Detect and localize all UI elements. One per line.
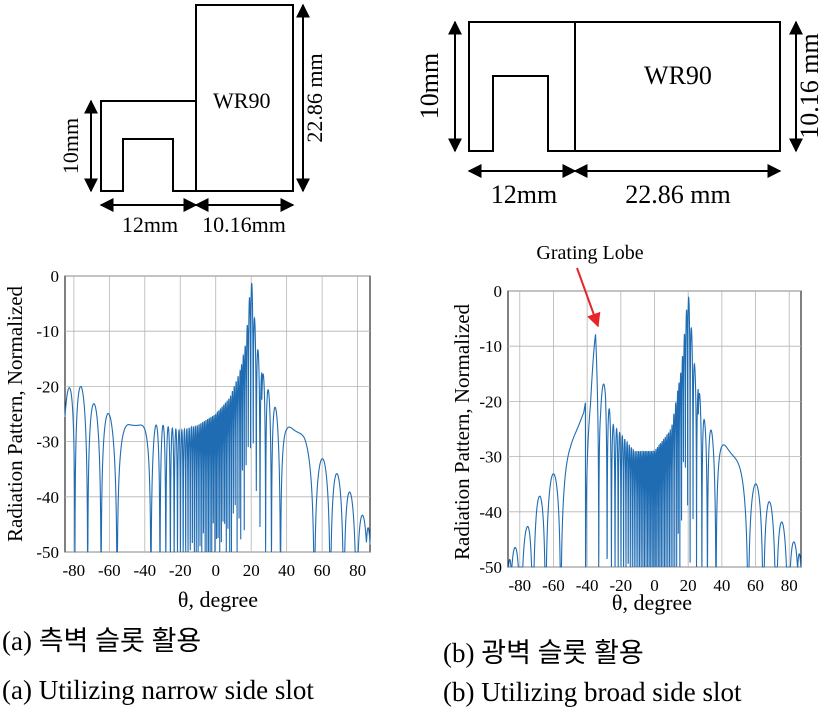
guide-width-label-a: 10.16mm bbox=[202, 212, 286, 237]
y-tick-label: 0 bbox=[51, 267, 60, 286]
x-tick-label: 0 bbox=[650, 576, 659, 595]
x-tick-label: -60 bbox=[98, 561, 121, 580]
y-tick-label: -50 bbox=[479, 558, 502, 577]
y-tick-label: -10 bbox=[479, 337, 502, 356]
grating-lobe-label: Grating Lobe bbox=[536, 242, 643, 264]
y-axis-label-a: Radiation Pattern, Normalized bbox=[3, 285, 27, 542]
x-tick-label: -60 bbox=[542, 576, 565, 595]
height-label-a: 10mm bbox=[58, 118, 83, 174]
x-tick-label: -80 bbox=[508, 576, 531, 595]
chart-b: -80 -60 -40 -20 0 20 40 60 80 0 -10 -20 -30 -40 -50 θ,… bbox=[450, 242, 802, 615]
guide-height-label-a: 22.86 mm bbox=[302, 53, 327, 142]
caption-a-korean: (a) 측벽 슬롯 활용 bbox=[2, 626, 202, 656]
ticks-a: -80 -60 -40 -20 0 20 40 60 80 0 -10 -20 -30 -40 -50 bbox=[36, 267, 366, 580]
radiation-curve-a bbox=[64, 282, 371, 553]
x-tick-label: 20 bbox=[243, 561, 260, 580]
x-tick-label: -80 bbox=[63, 561, 86, 580]
radiation-curve-b bbox=[508, 295, 802, 568]
diagram-b: WR90 10mm 12mm 22.86 mm 10.16 mm bbox=[415, 20, 824, 209]
wr90-box-a bbox=[195, 4, 294, 192]
caption-a-english: (a) Utilizing narrow side slot bbox=[2, 675, 314, 705]
slot-profile-b bbox=[468, 21, 575, 152]
x-tick-label: 60 bbox=[314, 561, 331, 580]
slot-width-label-a: 12mm bbox=[122, 212, 178, 237]
x-tick-label: -40 bbox=[133, 561, 156, 580]
x-axis-label-a: θ, degree bbox=[178, 587, 258, 612]
y-tick-label: -40 bbox=[479, 503, 502, 522]
x-tick-label: 80 bbox=[349, 561, 366, 580]
slot-profile-a bbox=[100, 100, 196, 192]
wr90-label-a: WR90 bbox=[213, 88, 270, 113]
diagram-a: WR90 10mm 12mm 10.16mm 22.86 mm bbox=[58, 3, 327, 237]
guide-width-label-b: 22.86 mm bbox=[625, 180, 730, 209]
caption-b-english: (b) Utilizing broad side slot bbox=[443, 677, 742, 707]
y-tick-label: -10 bbox=[36, 322, 59, 341]
y-tick-label: -20 bbox=[36, 377, 59, 396]
x-tick-label: 40 bbox=[713, 576, 730, 595]
caption-b-korean: (b) 광벽 슬롯 활용 bbox=[443, 638, 644, 668]
guide-height-label-b: 10.16 mm bbox=[795, 33, 824, 138]
x-tick-label: 20 bbox=[680, 576, 697, 595]
x-axis-label-b: θ, degree bbox=[612, 590, 692, 615]
wr90-label-b: WR90 bbox=[644, 61, 712, 90]
x-tick-label: 80 bbox=[781, 576, 798, 595]
ticks-b: -80 -60 -40 -20 0 20 40 60 80 0 -10 -20 -30 -40 -50 bbox=[479, 282, 797, 595]
y-tick-label: 0 bbox=[494, 282, 503, 301]
y-tick-label: -30 bbox=[479, 448, 502, 467]
y-tick-label: -30 bbox=[36, 433, 59, 452]
grating-lobe-arrow bbox=[576, 267, 601, 328]
y-axis-label-b: Radiation Pattern, Normalized bbox=[450, 303, 474, 560]
y-tick-label: -40 bbox=[36, 488, 59, 507]
chart-a: -80 -60 -40 -20 0 20 40 60 80 0 -10 -20 -30 -40 -50 θ,… bbox=[3, 267, 371, 612]
x-tick-label: 40 bbox=[278, 561, 295, 580]
x-tick-label: -20 bbox=[609, 576, 632, 595]
x-tick-label: 0 bbox=[211, 561, 220, 580]
height-label-b: 10mm bbox=[415, 53, 444, 119]
y-tick-label: -50 bbox=[36, 543, 59, 562]
x-tick-label: 60 bbox=[747, 576, 764, 595]
slot-width-label-b: 12mm bbox=[491, 180, 557, 209]
wr90-box-b bbox=[574, 21, 781, 152]
x-tick-label: -20 bbox=[169, 561, 192, 580]
x-tick-label: -40 bbox=[576, 576, 599, 595]
y-tick-label: -20 bbox=[479, 392, 502, 411]
